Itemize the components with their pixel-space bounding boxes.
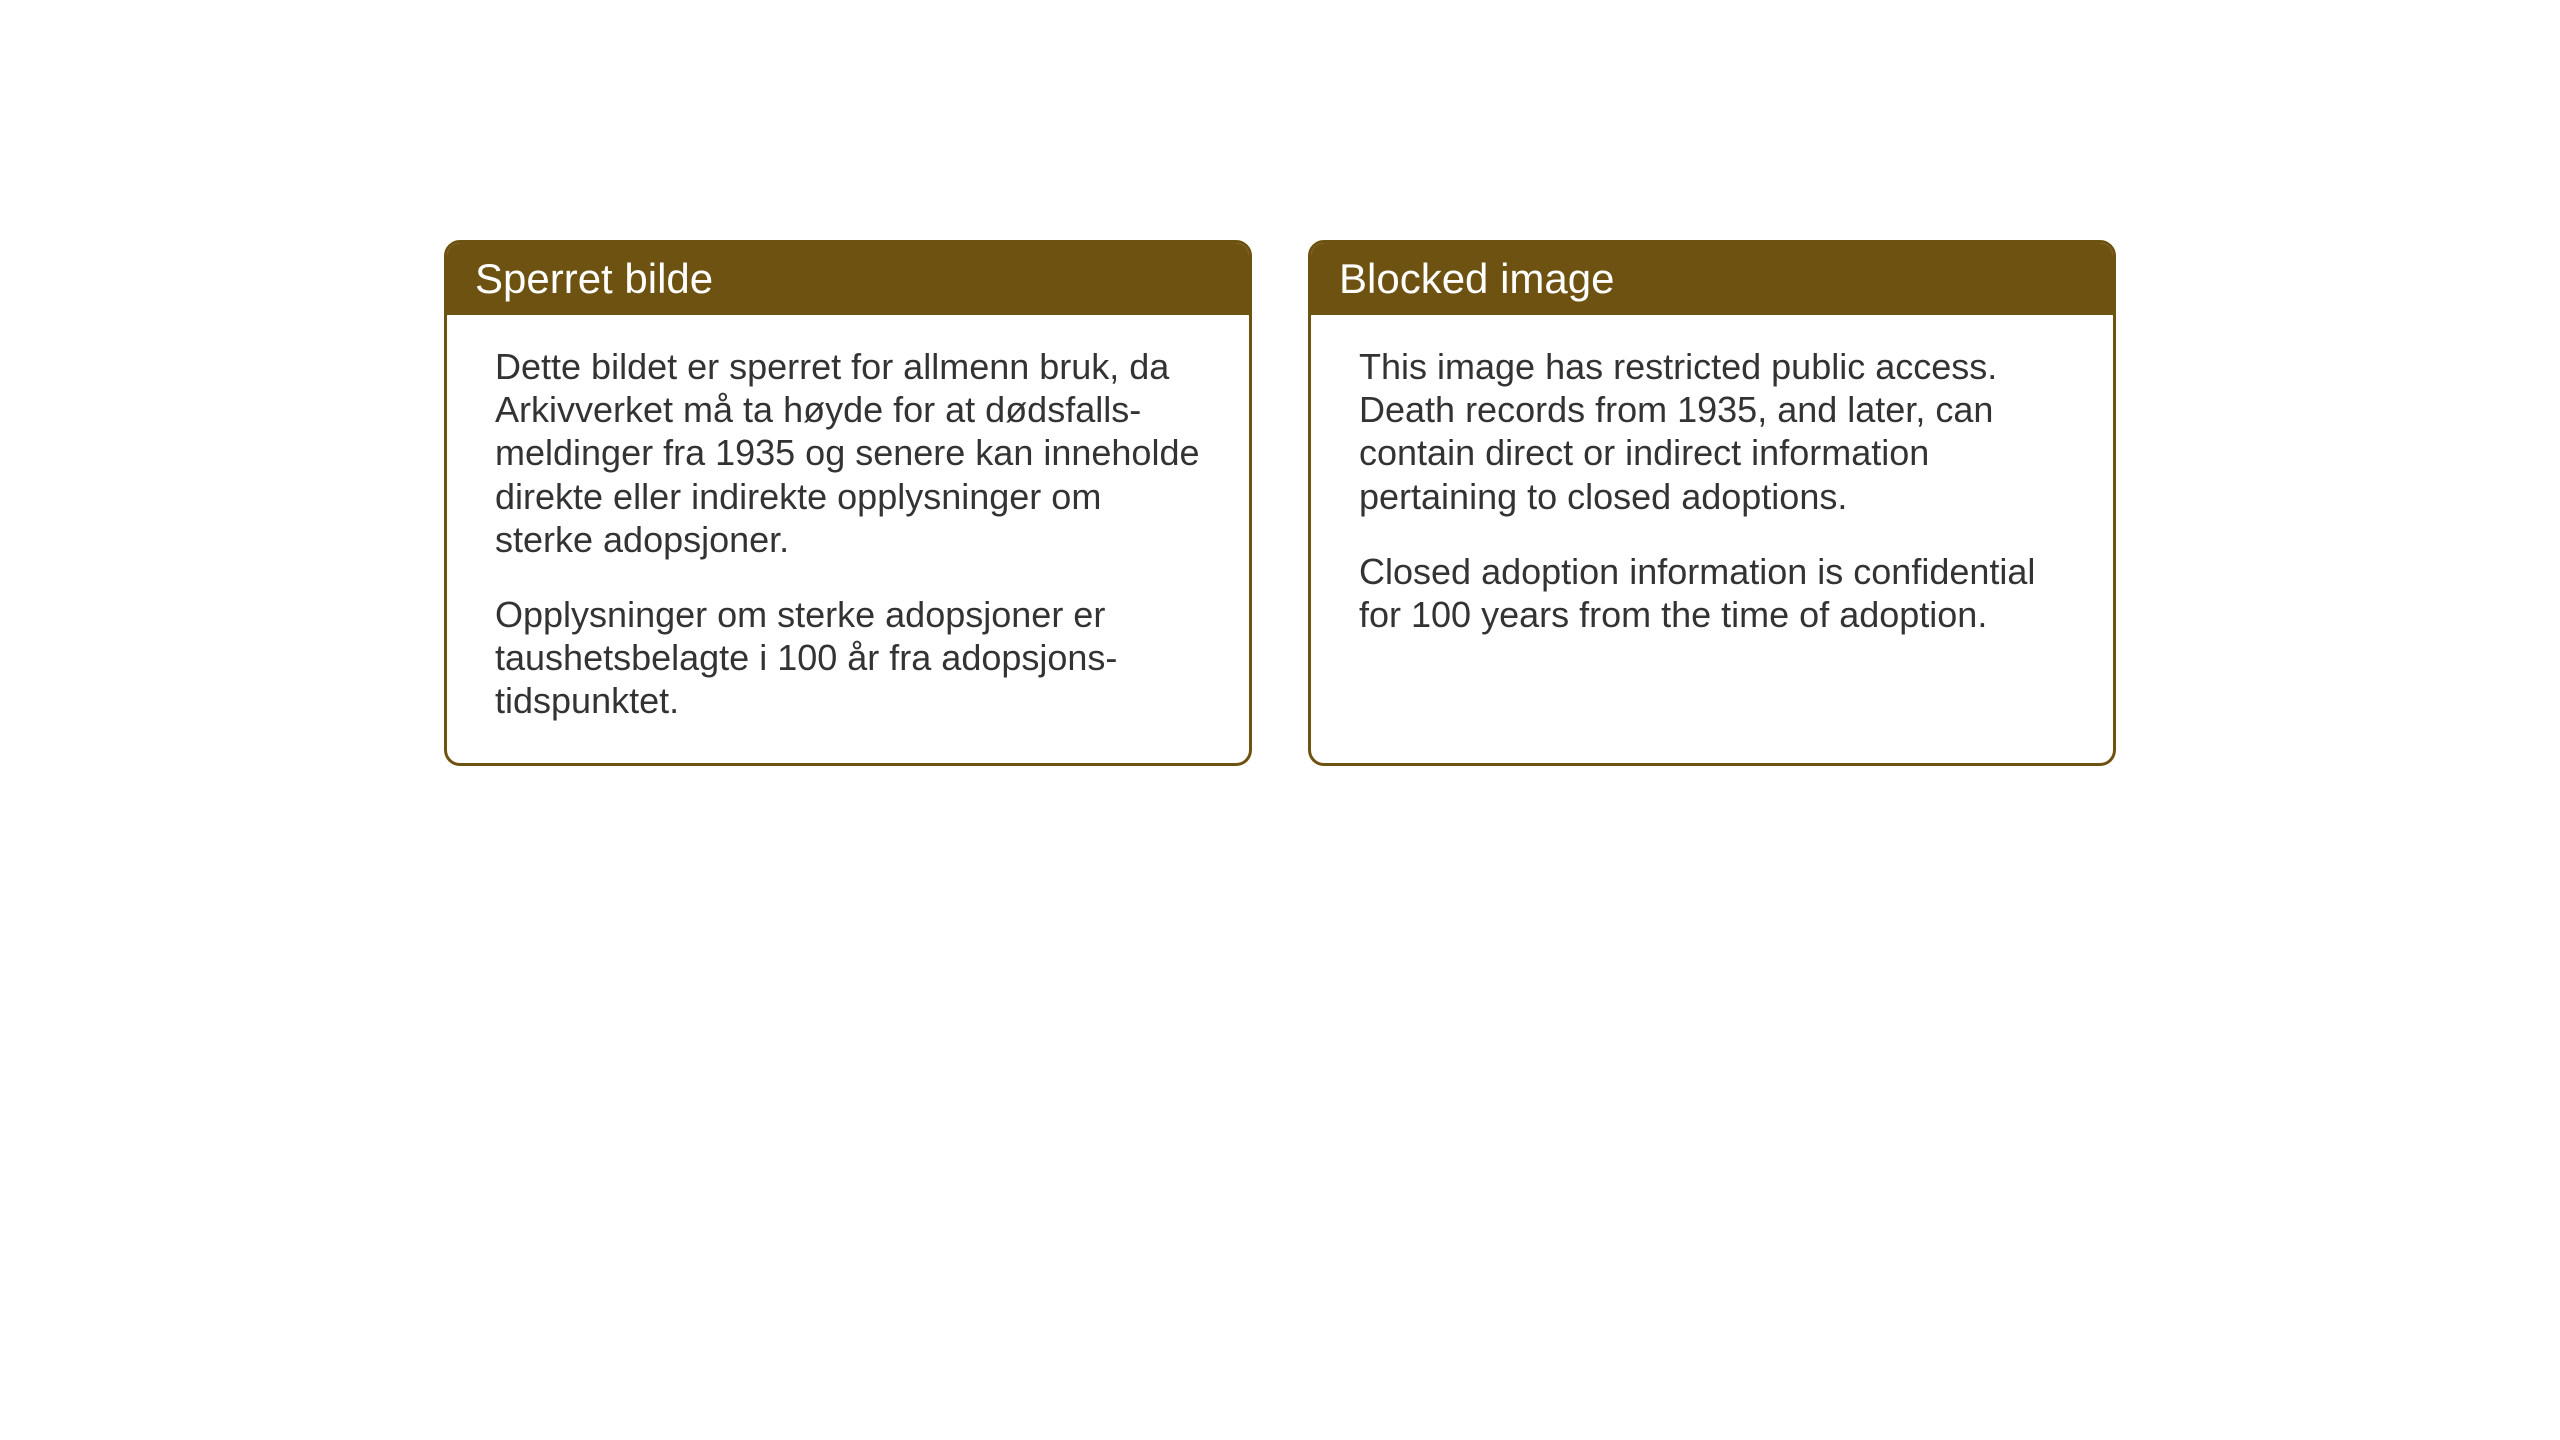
card-title: Blocked image [1339,255,2085,303]
card-body: This image has restricted public access.… [1311,315,2113,676]
card-header: Sperret bilde [447,243,1249,315]
blocked-image-card-english: Blocked image This image has restricted … [1308,240,2116,766]
card-body: Dette bildet er sperret for allmenn bruk… [447,315,1249,763]
card-paragraph-1: Dette bildet er sperret for allmenn bruk… [495,345,1201,561]
card-paragraph-2: Closed adoption information is confident… [1359,550,2065,636]
card-header: Blocked image [1311,243,2113,315]
card-paragraph-1: This image has restricted public access.… [1359,345,2065,518]
card-paragraph-2: Opplysninger om sterke adopsjoner er tau… [495,593,1201,723]
card-title: Sperret bilde [475,255,1221,303]
blocked-image-card-norwegian: Sperret bilde Dette bildet er sperret fo… [444,240,1252,766]
notice-cards-container: Sperret bilde Dette bildet er sperret fo… [444,240,2116,766]
